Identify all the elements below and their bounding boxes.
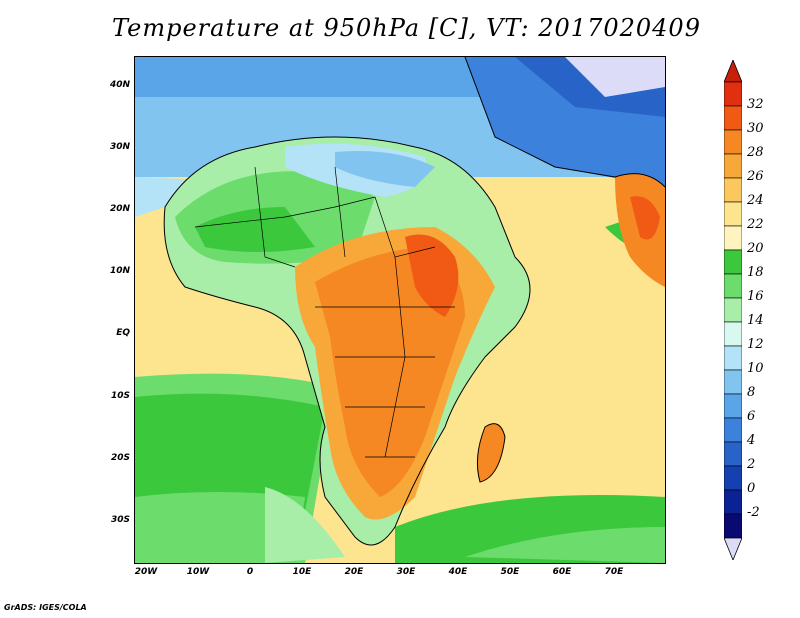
colorbar-level-label: 6	[747, 409, 756, 424]
colorbar-level-label: 28	[747, 145, 764, 160]
colorbar-swatch	[723, 153, 743, 179]
colorbar-level-label: 0	[747, 481, 756, 496]
colorbar-under-triangle	[723, 537, 743, 562]
lon-label: 30E	[396, 567, 416, 577]
colorbar-level-label: 30	[747, 121, 764, 136]
temperature-field	[135, 57, 665, 563]
colorbar-swatch	[723, 129, 743, 155]
lat-label: 10S	[110, 391, 130, 401]
map-title: Temperature at 950hPa [C], VT: 201702040…	[112, 14, 701, 42]
lat-label: 30S	[110, 515, 130, 525]
colorbar-swatch	[723, 489, 743, 515]
lon-label: 50E	[500, 567, 520, 577]
colorbar-swatch	[723, 513, 743, 539]
colorbar-level-label: 10	[747, 361, 764, 376]
colorbar-level-label: -2	[747, 505, 760, 520]
colorbar-swatch	[723, 225, 743, 251]
colorbar-swatch	[723, 345, 743, 371]
colorbar-level-label: 16	[747, 289, 764, 304]
map-area	[134, 56, 666, 564]
colorbar-level-label: 22	[747, 217, 764, 232]
colorbar-level-label: 12	[747, 337, 764, 352]
lon-label: 40E	[448, 567, 468, 577]
lat-label: EQ	[116, 328, 130, 338]
colorbar-swatch	[723, 297, 743, 323]
lon-label: 10W	[186, 567, 210, 577]
colorbar-level-label: 14	[747, 313, 764, 328]
colorbar-level-label: 8	[747, 385, 756, 400]
colorbar-swatch	[723, 417, 743, 443]
colorbar-level-label: 26	[747, 169, 764, 184]
colorbar-swatch	[723, 321, 743, 347]
colorbar-level-label: 24	[747, 193, 764, 208]
lat-label: 20N	[109, 204, 130, 214]
colorbar-over-triangle	[723, 58, 743, 83]
colorbar-swatch	[723, 249, 743, 275]
colorbar	[723, 58, 743, 562]
lat-label: 40N	[109, 80, 130, 90]
lat-label: 30N	[109, 142, 130, 152]
footer-credit: GrADS: IGES/COLA	[4, 603, 87, 612]
colorbar-swatch	[723, 465, 743, 491]
colorbar-swatch	[723, 81, 743, 107]
colorbar-level-label: 18	[747, 265, 764, 280]
colorbar-swatches	[723, 58, 743, 562]
lat-label: 10N	[109, 266, 130, 276]
colorbar-level-label: 4	[747, 433, 756, 448]
lon-label: 70E	[604, 567, 624, 577]
colorbar-swatch	[723, 177, 743, 203]
lon-label: 20W	[134, 567, 158, 577]
lon-label: 60E	[552, 567, 572, 577]
colorbar-level-label: 32	[747, 97, 764, 112]
lon-label: 10E	[292, 567, 312, 577]
colorbar-level-label: 2	[747, 457, 756, 472]
lon-label: 20E	[344, 567, 364, 577]
colorbar-swatch	[723, 105, 743, 131]
colorbar-level-label: 20	[747, 241, 764, 256]
colorbar-swatch	[723, 393, 743, 419]
colorbar-swatch	[723, 201, 743, 227]
colorbar-swatch	[723, 273, 743, 299]
colorbar-swatch	[723, 441, 743, 467]
colorbar-swatch	[723, 369, 743, 395]
lat-label: 20S	[110, 453, 130, 463]
lon-label: 0	[246, 567, 254, 577]
